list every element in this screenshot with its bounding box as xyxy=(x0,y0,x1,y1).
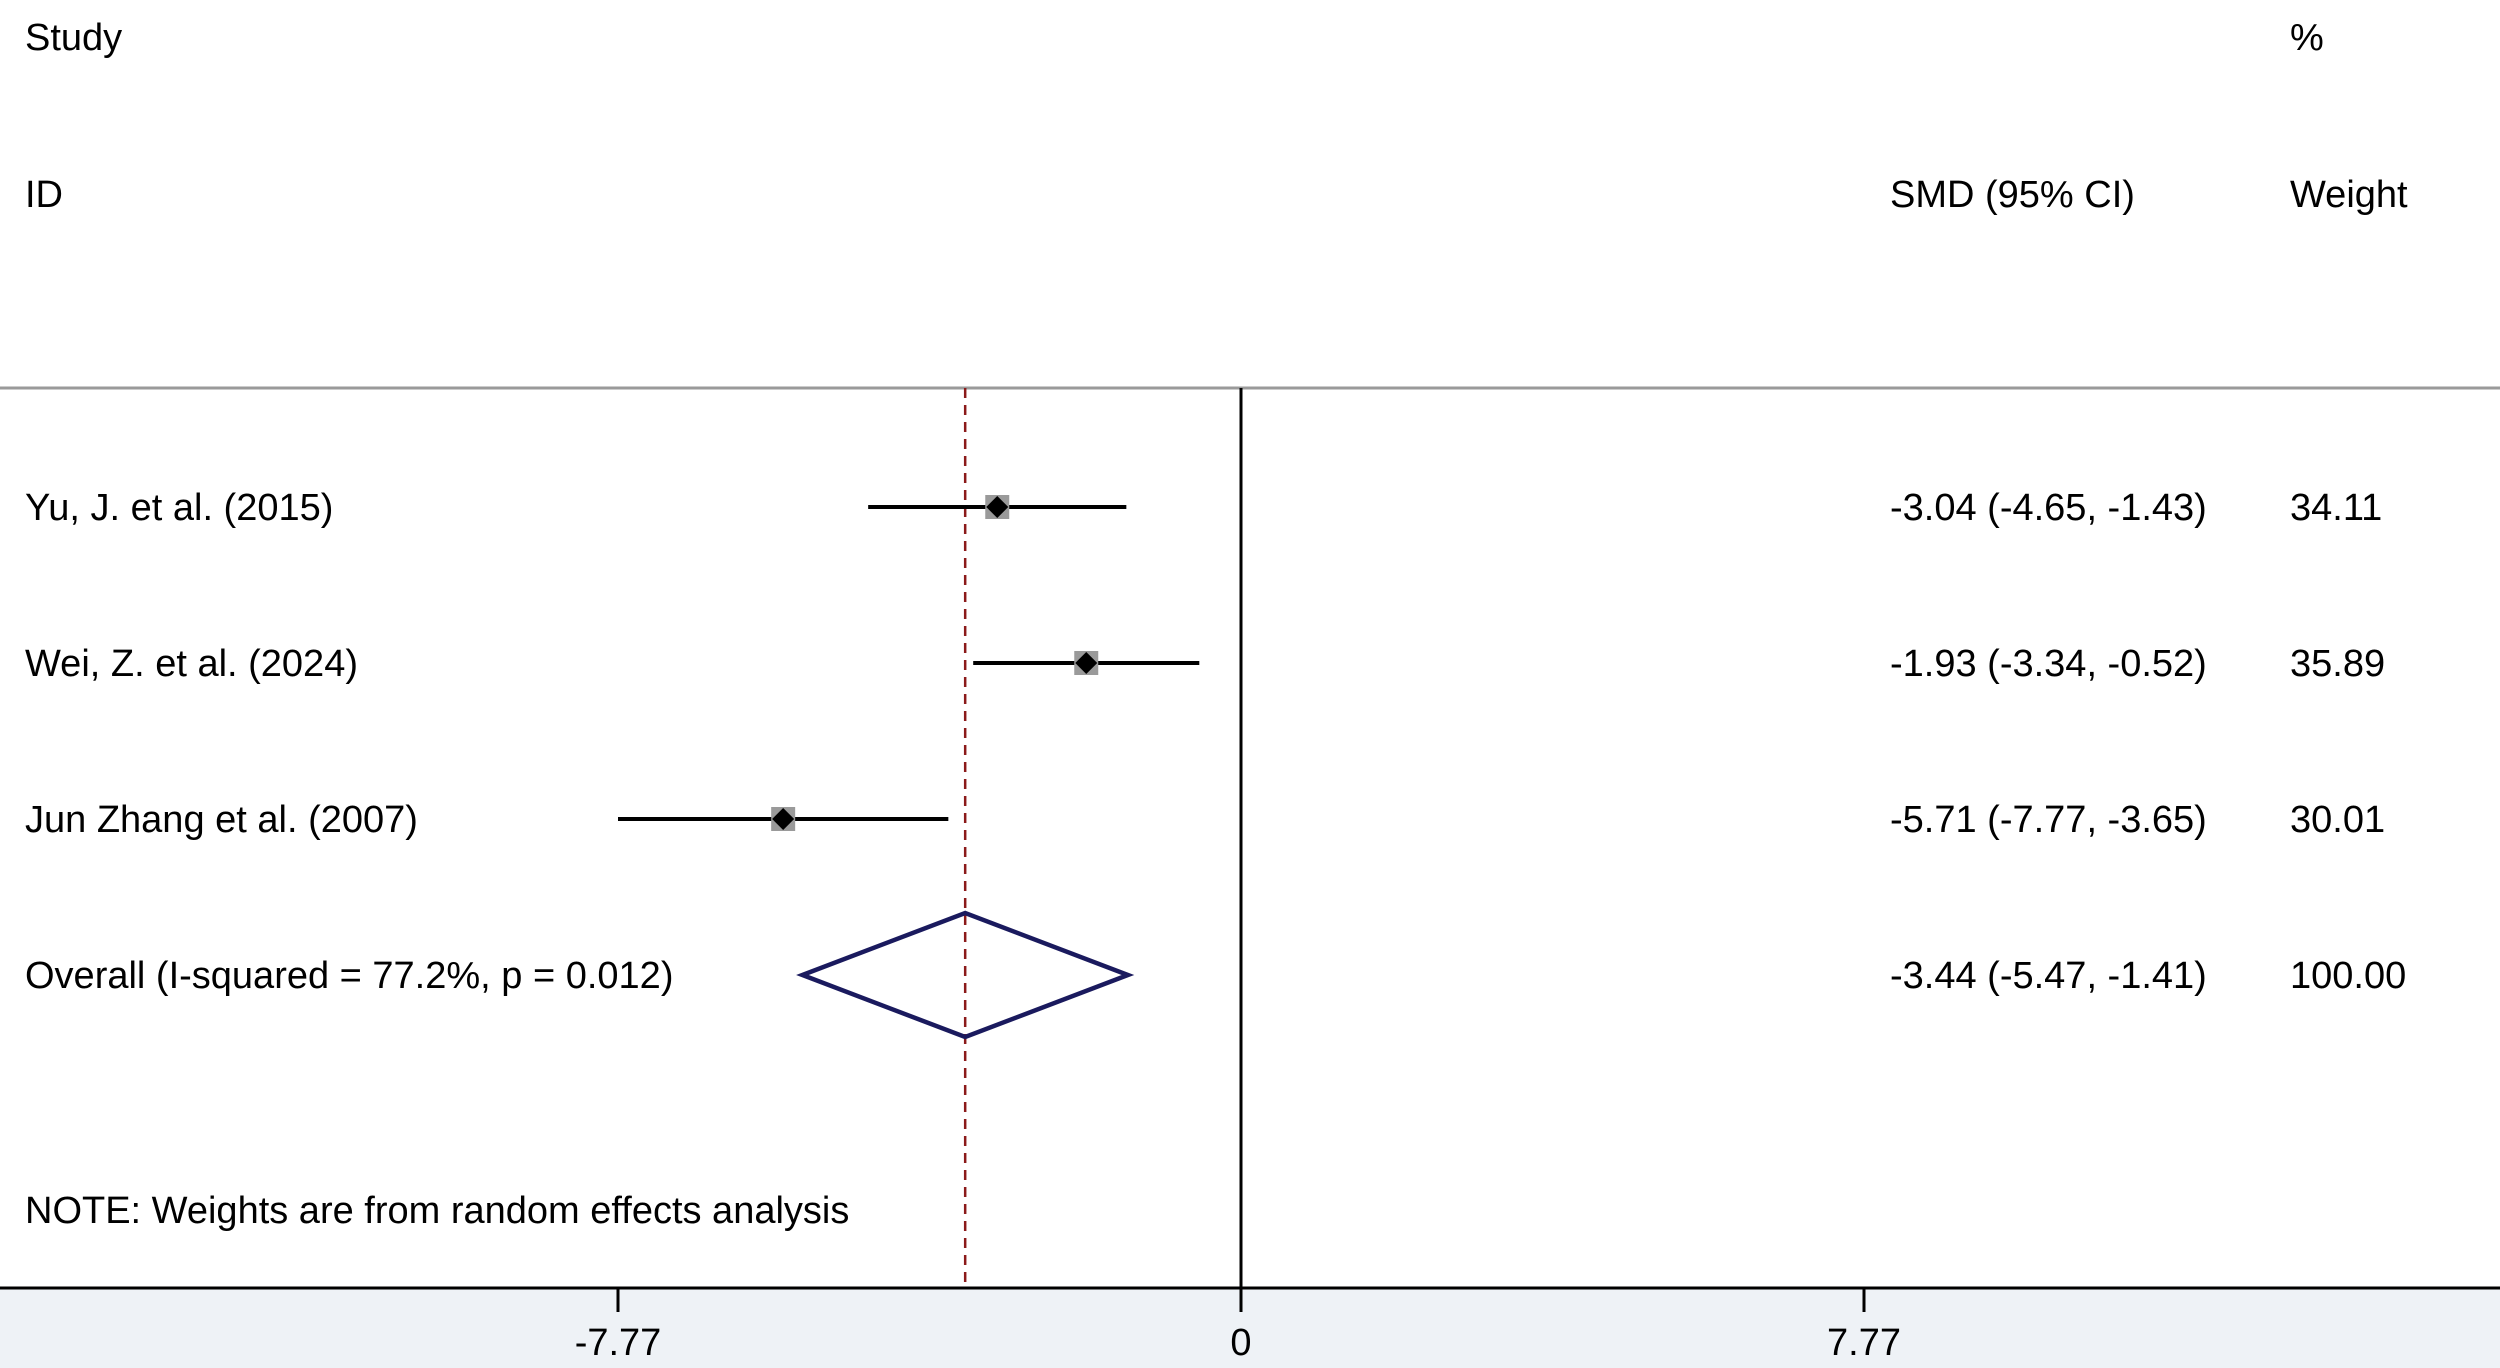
header-study: Study xyxy=(25,17,122,59)
study-label: Jun Zhang et al. (2007) xyxy=(25,799,418,841)
study-label: Yu, J. et al. (2015) xyxy=(25,487,333,529)
study-ci-text: -3.04 (-4.65, -1.43) xyxy=(1890,487,2207,529)
header-pct: % xyxy=(2290,17,2324,59)
overall-label: Overall (I-squared = 77.2%, p = 0.012) xyxy=(25,955,673,997)
overall-weight-text: 100.00 xyxy=(2290,955,2406,997)
study-label: Wei, Z. et al. (2024) xyxy=(25,643,358,685)
x-tick-label: 0 xyxy=(1230,1322,1251,1364)
study-ci-text: -5.71 (-7.77, -3.65) xyxy=(1890,799,2207,841)
header-weight: Weight xyxy=(2290,174,2408,216)
study-ci-text: -1.93 (-3.34, -0.52) xyxy=(1890,643,2207,685)
point-estimate xyxy=(986,496,1009,518)
study-weight-text: 30.01 xyxy=(2290,799,2385,841)
study-weight-text: 34.11 xyxy=(2290,487,2382,529)
x-tick-label: 7.77 xyxy=(1827,1322,1901,1364)
overall-diamond xyxy=(796,910,1135,1040)
point-estimate xyxy=(1075,652,1098,674)
x-tick-label: -7.77 xyxy=(575,1322,662,1364)
overall-ci-text: -3.44 (-5.47, -1.41) xyxy=(1890,955,2207,997)
header-id: ID xyxy=(25,174,63,216)
note-text: NOTE: Weights are from random effects an… xyxy=(25,1190,849,1232)
study-weight-text: 35.89 xyxy=(2290,643,2385,685)
header-effect: SMD (95% CI) xyxy=(1890,174,2135,216)
point-estimate xyxy=(772,808,795,830)
